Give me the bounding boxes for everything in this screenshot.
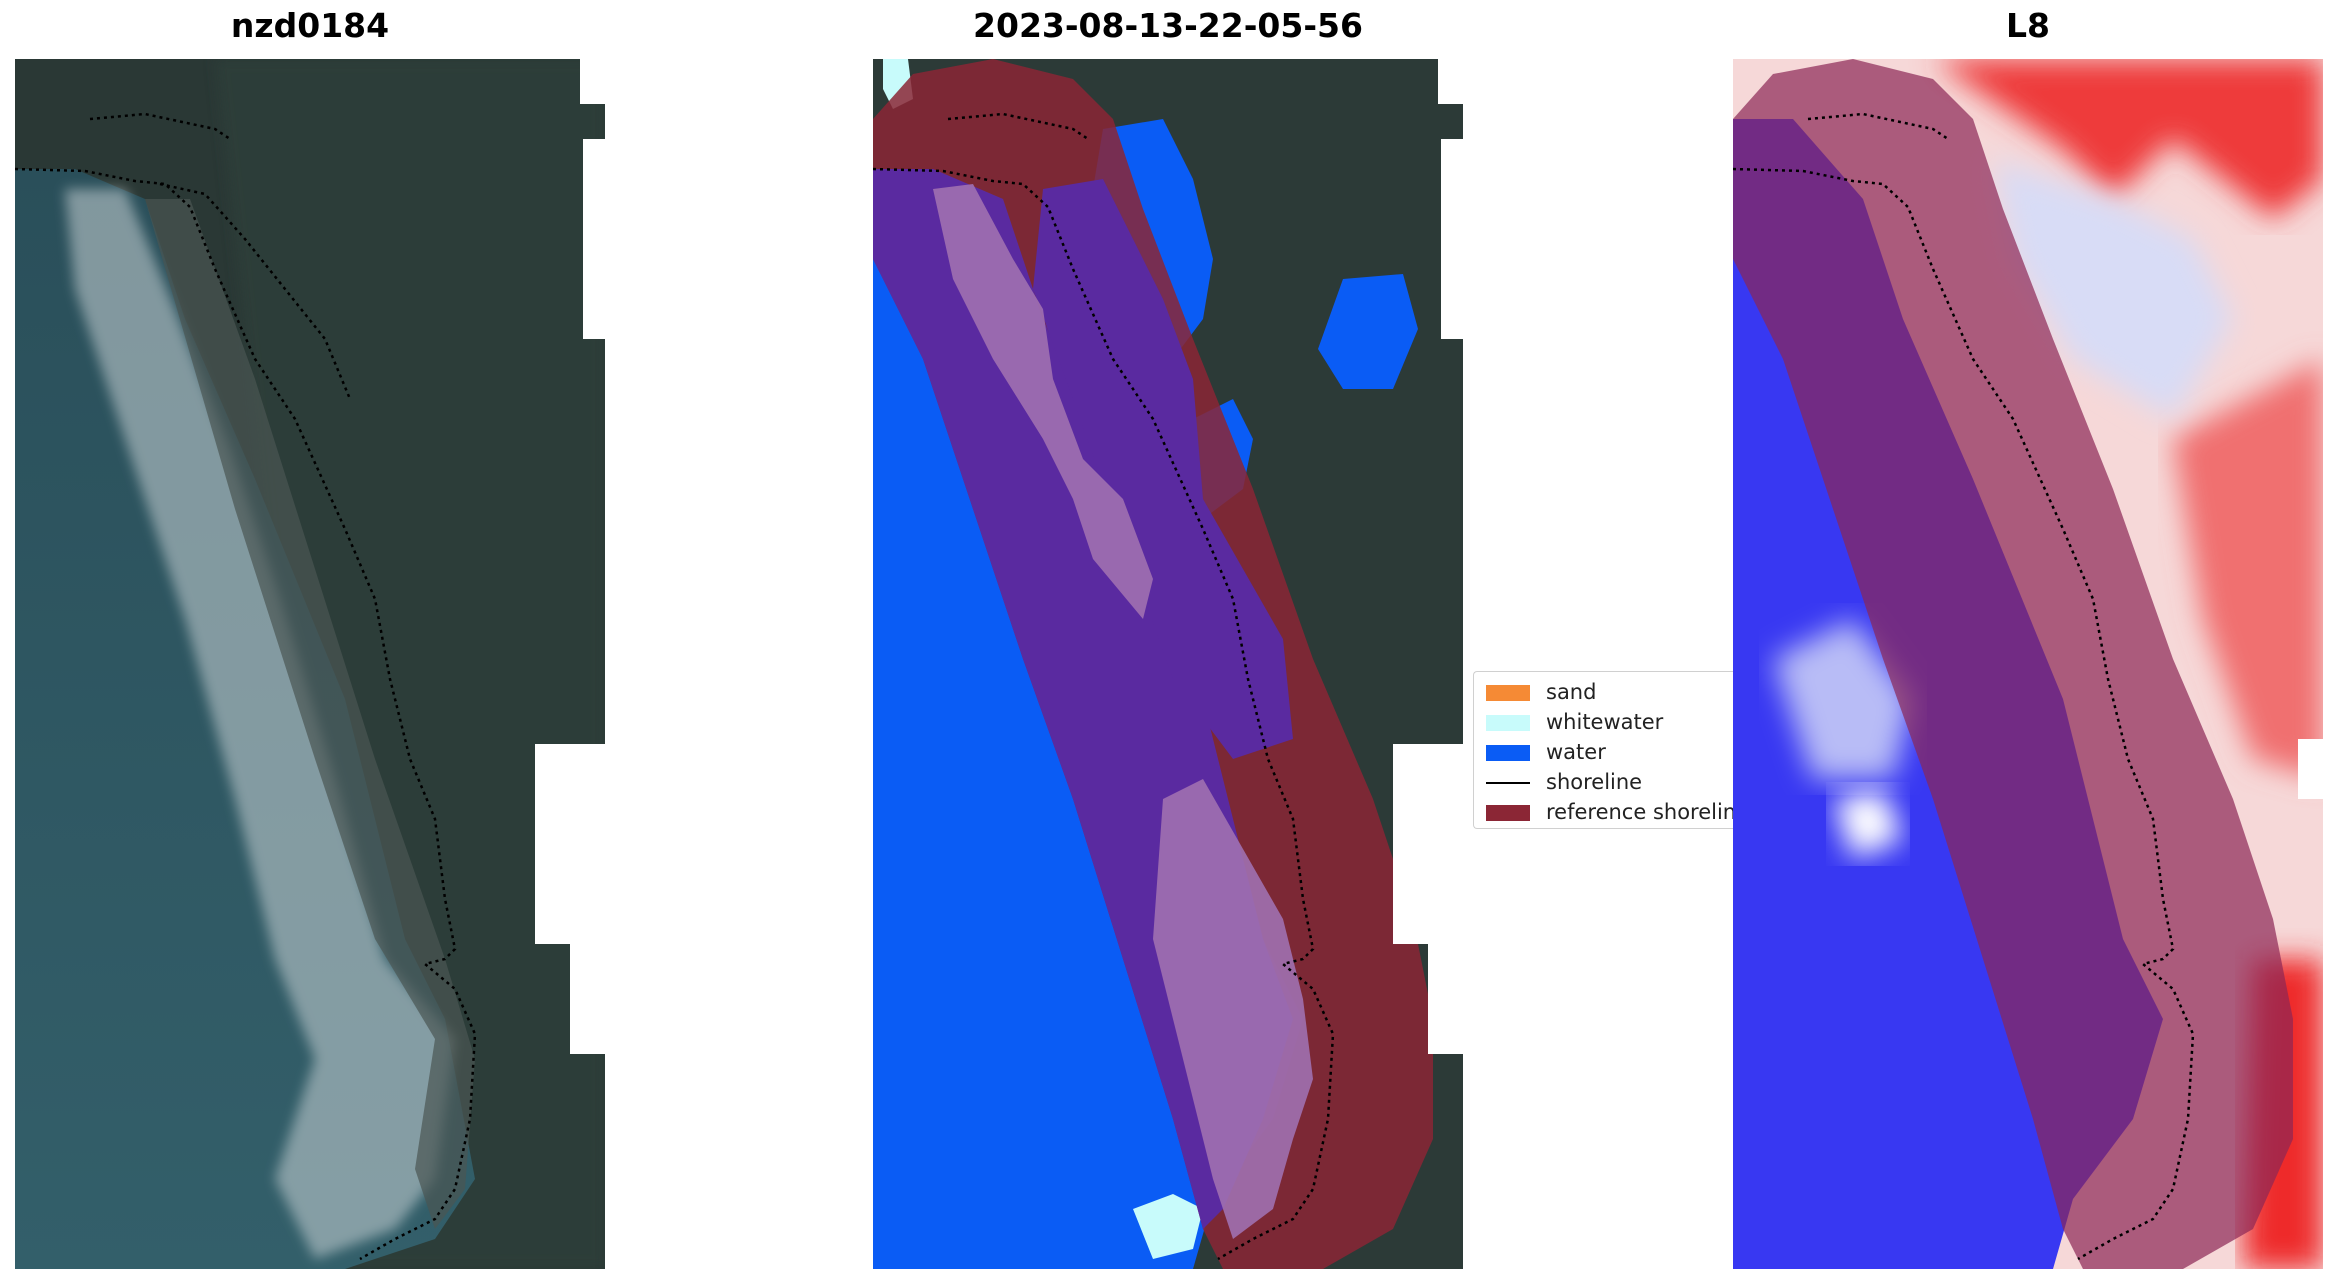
water-index-light: [1773, 619, 1913, 779]
shoreline: [159, 182, 352, 400]
shoreline: [1807, 112, 1949, 141]
reference-shoreline-swatch: [1486, 805, 1530, 821]
legend-label: sand: [1546, 680, 1597, 704]
nodata-mask: [580, 59, 605, 104]
whitewater-class: [1133, 1194, 1203, 1259]
rgb-satellite-image: [15, 59, 605, 1269]
nodata-mask: [1441, 139, 1463, 339]
water-swatch: [1486, 745, 1530, 761]
panel-title-classified: 2023-08-13-22-05-56: [973, 6, 1363, 45]
overlap-whitewater: [933, 184, 1153, 619]
shoreline-line-swatch: [1486, 782, 1530, 784]
legend-item-whitewater: whitewater: [1482, 708, 1733, 736]
nodata-mask: [1428, 944, 1463, 1054]
shoreline: [947, 112, 1089, 141]
panel-title-index: L8: [2006, 6, 2050, 45]
legend-label: reference shoreline: [1546, 800, 1733, 824]
legend-label: water: [1546, 740, 1606, 764]
classified-image: [873, 59, 1463, 1269]
nodata-mask: [535, 824, 605, 944]
water-index-light: [1833, 789, 1903, 859]
overlap-water: [1033, 179, 1293, 759]
legend-item-shoreline: shoreline: [1482, 768, 1733, 796]
beach-strip: [145, 199, 475, 1229]
legend-label: shoreline: [1546, 770, 1643, 794]
legend-label: whitewater: [1546, 710, 1664, 734]
nodata-mask: [2298, 739, 2323, 799]
index-image: [1733, 59, 2323, 1269]
nodata-mask: [535, 744, 605, 824]
nodata-mask: [570, 944, 605, 1054]
legend-item-sand: sand: [1482, 678, 1733, 706]
legend-item-water: water: [1482, 738, 1733, 766]
land-index-red: [2173, 359, 2323, 779]
nodata-mask: [1438, 59, 1463, 104]
sand-swatch: [1486, 685, 1530, 701]
land-index-pale: [1993, 159, 2233, 419]
nodata-mask: [583, 139, 605, 339]
nodata-mask: [1393, 744, 1463, 944]
surf-zone: [65, 189, 455, 1259]
legend-item-reference-shoreline: reference shoreline: [1482, 798, 1733, 826]
land-index-red: [1933, 59, 2323, 219]
overlap-whitewater: [1153, 779, 1313, 1239]
whitewater-swatch: [1486, 715, 1530, 731]
reference-shoreline-buffer: [1733, 59, 2293, 1269]
water-class-inland: [1318, 274, 1418, 389]
shoreline: [89, 112, 231, 141]
legend: sand whitewater water shoreline referenc…: [1473, 671, 1733, 829]
panel-title-rgb: nzd0184: [230, 6, 390, 45]
